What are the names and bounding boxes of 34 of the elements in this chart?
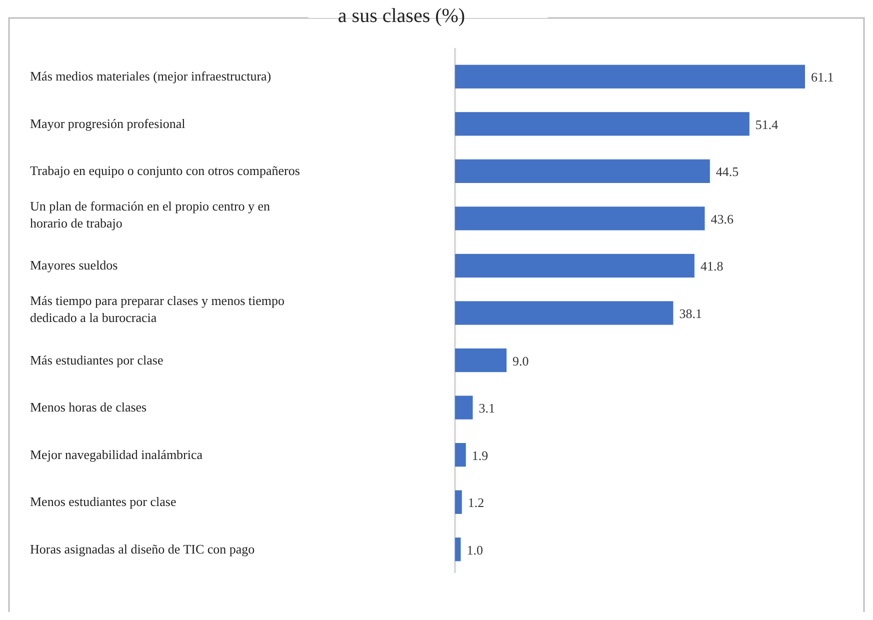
y-tick-label: Mayor progresión profesional xyxy=(30,116,186,131)
bar xyxy=(455,538,461,562)
data-label: 9.0 xyxy=(512,353,529,368)
y-tick-label: Horas asignadas al diseño de TIC con pago xyxy=(30,541,255,556)
y-tick-label: Más estudiantes por clase xyxy=(30,352,164,368)
data-label: 1.0 xyxy=(466,542,483,558)
bar xyxy=(455,64,805,88)
y-tick-label: Menos horas de clases xyxy=(30,400,147,415)
bar xyxy=(455,348,507,372)
y-tick-label: Menos estudiantes por clase xyxy=(30,494,176,510)
data-label: 38.1 xyxy=(679,306,702,321)
data-label: 43.6 xyxy=(710,211,734,226)
chart-title: a sus clases (%) xyxy=(338,5,466,27)
y-tick-label: Un plan de formación en el propio centro y en horario de trabajo xyxy=(30,198,271,231)
data-label: 61.1 xyxy=(811,70,834,85)
bar xyxy=(455,490,462,514)
bar xyxy=(455,112,750,136)
y-tick-label: Más tiempo para preparar clases y menos tiempo dedicado a la burocracia xyxy=(30,293,284,326)
data-label: 51.4 xyxy=(755,116,779,132)
bar xyxy=(455,443,466,467)
data-label: 41.8 xyxy=(700,258,724,274)
data-label: 1.9 xyxy=(472,448,488,463)
y-tick-label: Mayores sueldos xyxy=(30,258,118,273)
data-label: 44.5 xyxy=(716,164,739,180)
y-tick-label: Trabajo en equipo o conjunto con otros compañeros xyxy=(30,163,300,178)
bar xyxy=(455,159,710,183)
data-label: 3.1 xyxy=(478,400,496,416)
bar xyxy=(455,301,674,325)
data-label: 1.2 xyxy=(468,495,484,510)
bar xyxy=(455,396,473,420)
bar xyxy=(455,206,705,230)
y-tick-label: Mejor navegabilidad inalámbrica xyxy=(30,446,203,462)
bar xyxy=(455,254,694,278)
y-tick-label: Más medios materiales (mejor infraestructura) xyxy=(30,68,272,84)
